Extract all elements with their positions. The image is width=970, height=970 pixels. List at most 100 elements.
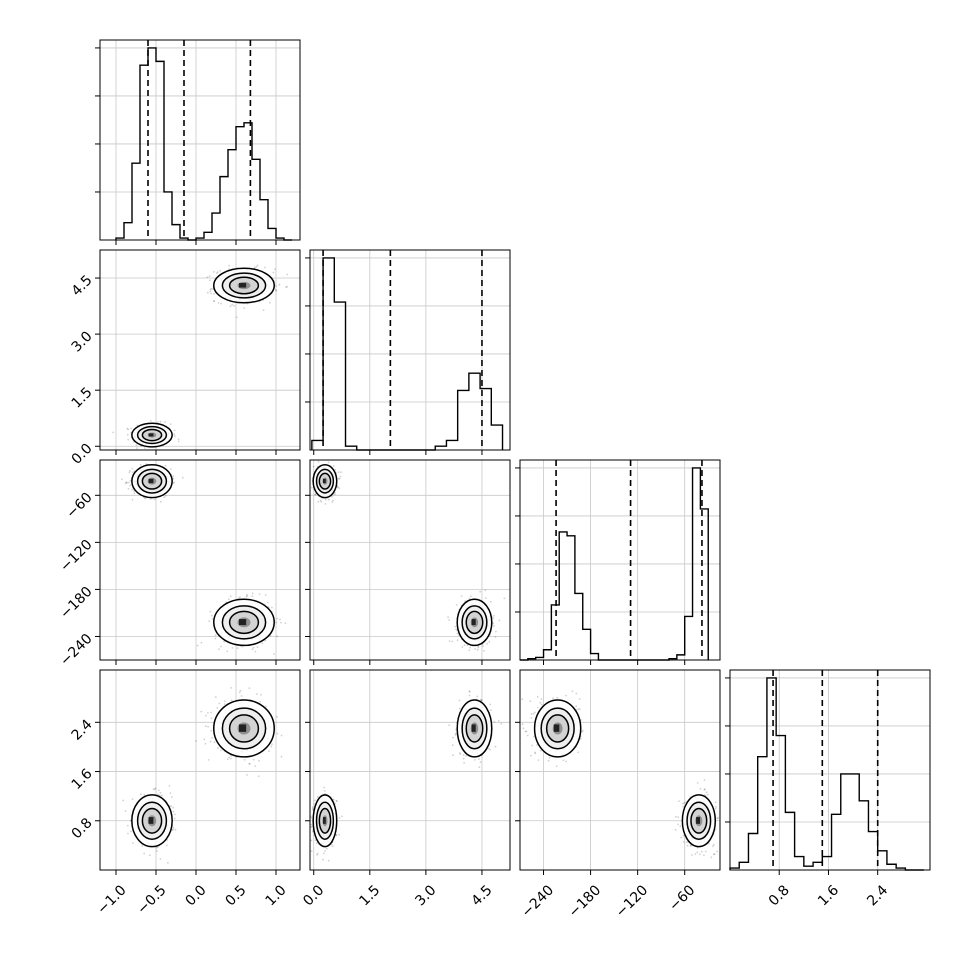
point: [172, 826, 175, 829]
point: [204, 714, 207, 717]
point: [466, 644, 469, 647]
point: [214, 637, 217, 640]
point: [131, 498, 134, 501]
point: [209, 610, 212, 613]
point: [477, 646, 480, 649]
point: [131, 798, 134, 800]
point: [124, 482, 127, 485]
point: [468, 649, 471, 652]
point: [196, 644, 199, 647]
point: [330, 843, 333, 846]
point: [218, 648, 220, 651]
point: [152, 788, 155, 791]
panel-2-1: [305, 458, 511, 665]
point: [229, 305, 232, 308]
point: [210, 717, 213, 720]
point: [155, 846, 158, 849]
point: [340, 471, 342, 473]
point: [464, 600, 466, 602]
point: [210, 287, 213, 290]
point: [338, 833, 341, 836]
point: [478, 766, 481, 769]
point: [539, 701, 542, 704]
point: [159, 791, 162, 794]
point: [121, 478, 123, 481]
point: [454, 625, 457, 628]
point: [149, 498, 152, 500]
point: [181, 476, 184, 479]
point: [251, 648, 254, 651]
y-tick-label: −120: [57, 537, 96, 576]
point: [338, 817, 341, 819]
point: [210, 292, 213, 295]
point: [479, 590, 482, 593]
point: [149, 419, 152, 422]
point: [207, 725, 210, 728]
point: [228, 264, 231, 267]
y-tick-label: −60: [63, 490, 95, 522]
point: [565, 694, 567, 697]
point: [255, 265, 258, 268]
point: [271, 743, 273, 746]
point: [122, 799, 125, 802]
point: [226, 650, 229, 653]
point: [236, 647, 239, 649]
point: [256, 264, 259, 267]
point: [238, 691, 241, 694]
point: [337, 486, 339, 489]
point: [128, 471, 131, 474]
point: [271, 606, 273, 609]
histogram-0: [115, 47, 292, 241]
point: [256, 646, 259, 649]
point: [462, 754, 465, 756]
density-peak-0: [148, 817, 154, 824]
point: [173, 481, 176, 484]
point: [213, 293, 216, 295]
point: [456, 639, 459, 642]
point: [280, 621, 282, 624]
point: [488, 640, 491, 643]
point: [320, 501, 323, 503]
point: [158, 794, 161, 797]
point: [214, 696, 217, 698]
point: [476, 648, 479, 651]
y-tick-label: 1.5: [69, 385, 96, 412]
point: [170, 805, 173, 807]
x-tick-label: 0.0: [300, 882, 327, 909]
point: [131, 471, 134, 474]
point: [479, 761, 482, 764]
point: [469, 646, 471, 649]
point: [284, 622, 287, 625]
point: [474, 648, 476, 650]
scatter-3-0: [122, 687, 283, 864]
y-tick-label: 0.8: [69, 815, 96, 842]
point: [317, 460, 320, 463]
point: [218, 702, 221, 705]
point: [157, 421, 159, 423]
point: [173, 817, 176, 820]
point: [228, 756, 231, 759]
point: [129, 479, 132, 482]
point: [482, 645, 484, 647]
point: [172, 828, 174, 831]
point: [261, 642, 264, 645]
point: [339, 475, 342, 478]
point: [712, 853, 715, 856]
point: [270, 745, 273, 748]
point: [685, 841, 688, 843]
point: [252, 758, 255, 761]
point: [136, 458, 138, 460]
point: [331, 845, 334, 847]
point: [465, 755, 467, 757]
x-tick-label: 3.0: [412, 882, 439, 909]
point: [209, 279, 211, 282]
point: [212, 271, 215, 273]
point: [280, 755, 283, 758]
point: [230, 699, 233, 702]
point: [325, 458, 327, 460]
point: [276, 715, 278, 718]
point: [694, 853, 697, 855]
point: [248, 762, 251, 765]
y-tick-label: 4.5: [69, 272, 96, 299]
